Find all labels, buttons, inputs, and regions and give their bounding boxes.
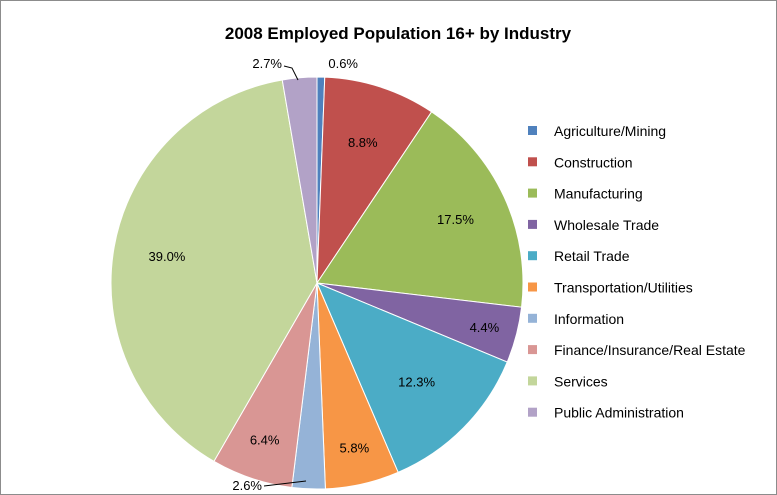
legend-swatch-manufacturing <box>528 188 537 198</box>
slice-construction <box>316 76 433 285</box>
leader-lines <box>263 65 307 487</box>
legend-label-wholesale-trade: Wholesale Trade <box>554 217 659 233</box>
legend-label-retail-trade: Retail Trade <box>554 248 630 264</box>
slice-retail-trade <box>316 282 508 474</box>
data-label-public-administration: 2.7% <box>252 56 282 71</box>
leader-line-information <box>263 480 307 487</box>
chart-title: 2008 Employed Population 16+ by Industry <box>225 24 572 43</box>
data-label-manufacturing: 17.5% <box>437 212 474 227</box>
legend-swatch-agriculture-mining <box>528 126 537 135</box>
legend: Agriculture/Mining Construction Manufactur… <box>528 123 746 421</box>
data-label-agriculture-mining: 0.6% <box>328 56 358 71</box>
legend-label-services: Services <box>554 373 608 389</box>
slice-manufacturing <box>316 111 524 308</box>
data-label-services: 39.0% <box>149 249 186 264</box>
legend-swatch-wholesale-trade <box>528 219 537 229</box>
legend-swatch-retail-trade <box>528 251 537 261</box>
legend-label-finance-insurance-real-estate: Finance/Insurance/Real Estate <box>554 342 746 358</box>
data-label-wholesale-trade: 4.4% <box>470 320 500 335</box>
data-label-finance-insurance-real-estate: 6.4% <box>250 432 280 447</box>
legend-label-construction: Construction <box>554 154 633 170</box>
leader-line-public-administration <box>283 65 299 81</box>
data-label-construction: 8.8% <box>348 135 378 150</box>
pie-slices <box>110 76 524 490</box>
legend-swatch-finance-insurance-real-estate <box>528 345 537 355</box>
legend-swatch-services <box>528 376 537 386</box>
data-label-retail-trade: 12.3% <box>398 375 435 390</box>
data-label-transportation-utilities: 5.8% <box>340 441 370 456</box>
legend-swatch-construction <box>528 157 537 167</box>
slice-public-administration <box>281 76 318 284</box>
legend-label-transportation-utilities: Transportation/Utilities <box>554 280 693 296</box>
legend-label-public-administration: Public Administration <box>554 405 684 421</box>
legend-swatch-transportation-utilities <box>528 282 537 292</box>
legend-label-information: Information <box>554 311 624 327</box>
legend-label-agriculture-mining: Agriculture/Mining <box>554 123 666 139</box>
data-labels: 0.6% 8.8% 17.5% 4.4% 12.3% 5.8% 2.6% 6.4% 39.0% 2… <box>149 56 500 493</box>
data-label-information: 2.6% <box>232 478 262 493</box>
legend-label-manufacturing: Manufacturing <box>554 186 643 202</box>
legend-swatch-information <box>528 313 537 323</box>
slice-services <box>110 79 318 463</box>
legend-swatch-public-administration <box>528 407 537 417</box>
